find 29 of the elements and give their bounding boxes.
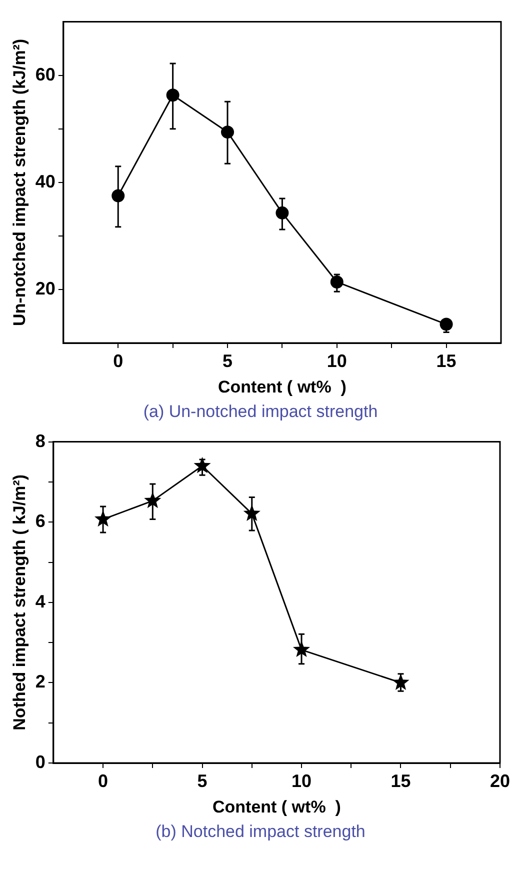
point	[94, 510, 112, 527]
y-tick-label: 40	[35, 171, 56, 192]
text: (a) Un-notched impact strength	[142, 402, 379, 422]
x-tick-label: 15	[390, 770, 411, 791]
y-tick-label: 0	[35, 752, 46, 772]
y-axis-title: Nothed impact strength ( kJ/m²)	[10, 474, 29, 730]
y-tick-label: 6	[35, 511, 46, 532]
x-tick-label: 0	[113, 350, 124, 371]
x-tick-label: 10	[291, 770, 312, 791]
y-tick-label: 20	[35, 278, 56, 298]
x-tick-label: 10	[326, 350, 347, 371]
y-tick-label: 60	[35, 64, 56, 84]
point	[243, 504, 260, 521]
y-tick-label: 8	[35, 430, 46, 451]
x-tick-label: 20	[490, 770, 510, 791]
x-tick-label: 0	[98, 770, 108, 791]
x-axis-title: Content ( wt% )	[212, 797, 341, 816]
x-axis-title: Content ( wt% )	[218, 377, 346, 396]
point	[292, 640, 310, 658]
y-axis-title: Un-notched impact strength (kJ/m²)	[10, 38, 29, 326]
point	[144, 492, 162, 508]
x-tick-label: 5	[197, 770, 208, 791]
y-tick-label: 2	[35, 672, 46, 692]
x-tick-label: 5	[222, 350, 233, 371]
text: (b) Notched impact strength	[154, 822, 366, 842]
point	[194, 456, 211, 474]
point	[392, 674, 410, 690]
x-tick-label: 15	[436, 350, 456, 371]
y-tick-label: 4	[35, 591, 46, 612]
